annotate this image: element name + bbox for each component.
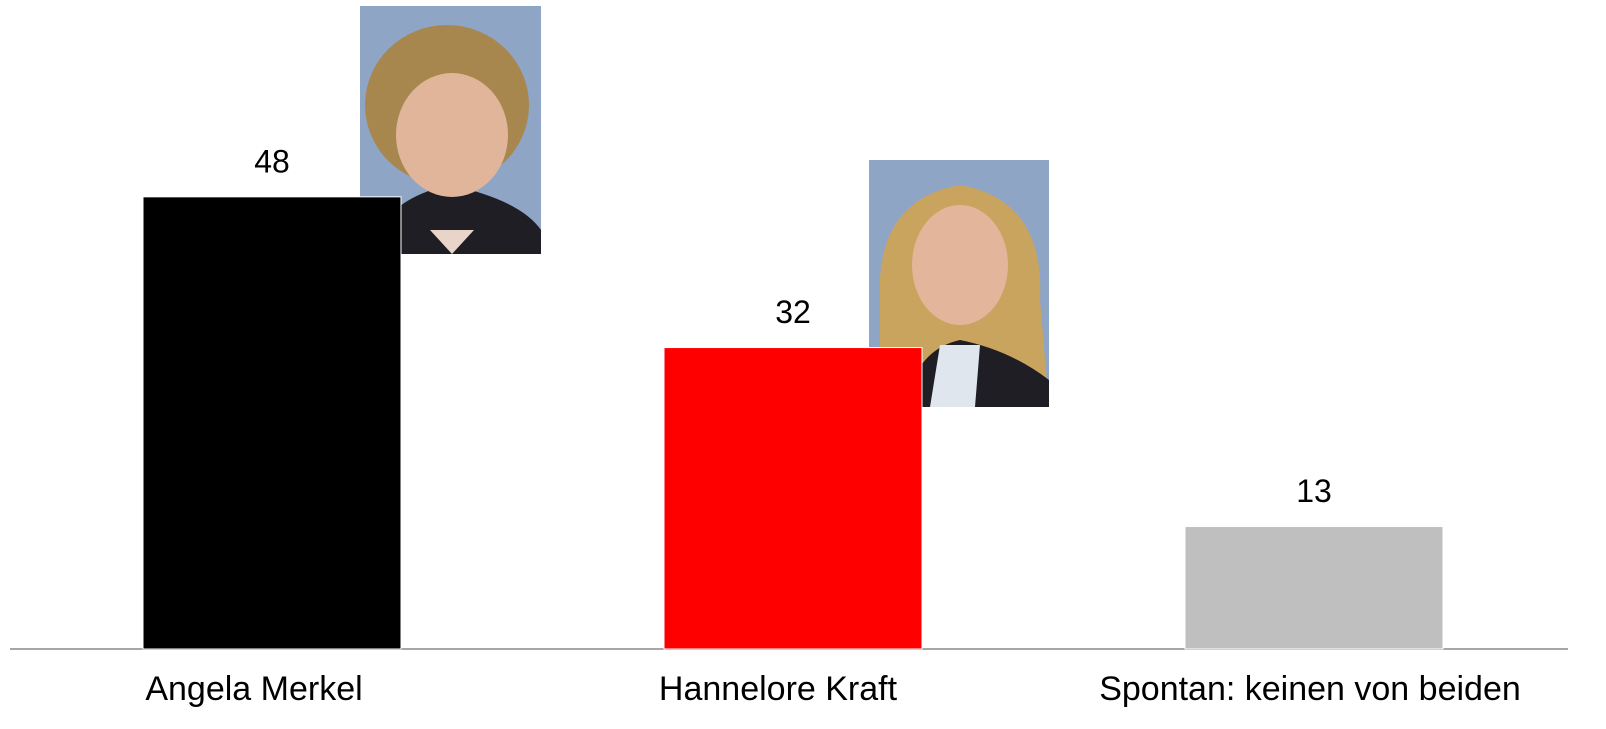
bar [664, 348, 922, 649]
x-tick-label: Hannelore Kraft [659, 670, 898, 708]
value-label: 13 [1296, 473, 1332, 509]
bar [143, 197, 401, 649]
x-tick-label: Angela Merkel [145, 670, 362, 708]
chart: 48 Angela Merkel 32 Hannelore Kraft 13 Sponta… [0, 0, 1606, 729]
value-label: 48 [254, 143, 290, 179]
value-label: 32 [775, 294, 811, 330]
bar [1185, 527, 1443, 649]
x-tick-label: Spontan: keinen von beiden [1099, 670, 1521, 708]
